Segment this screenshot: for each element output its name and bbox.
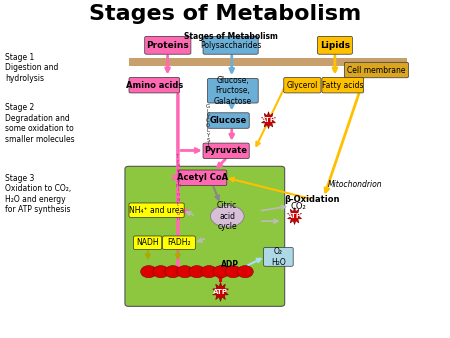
FancyBboxPatch shape [162,236,195,249]
FancyBboxPatch shape [207,78,258,103]
Text: Glucose,
Fructose,
Galactose: Glucose, Fructose, Galactose [214,76,252,106]
FancyBboxPatch shape [178,170,227,186]
Text: G
L
Y
C
O
L
Y
S
I
S: G L Y C O L Y S I S [206,104,210,152]
Text: Glycerol: Glycerol [287,81,318,90]
Circle shape [177,266,193,278]
Text: T
r
a
n
s
a
m
i
n
a
t
i
o
n: T r a n s a m i n a t i o n [175,154,180,221]
Text: Cell membrane: Cell membrane [347,66,405,75]
FancyBboxPatch shape [134,236,162,249]
Text: Pyruvate: Pyruvate [205,146,248,155]
Text: Stage 1
Digestion and
hydrolysis: Stage 1 Digestion and hydrolysis [5,53,58,83]
Text: Mitochondrion: Mitochondrion [328,180,382,189]
Text: ATP: ATP [287,213,302,219]
Polygon shape [288,208,302,224]
Text: ADP: ADP [220,261,238,269]
Circle shape [237,266,253,278]
Text: Fatty acids: Fatty acids [322,81,364,90]
FancyBboxPatch shape [129,203,184,217]
Text: FADH₂: FADH₂ [167,238,191,247]
Text: NADH: NADH [136,238,159,247]
Circle shape [165,266,181,278]
Circle shape [189,266,205,278]
Text: Polysaccharides: Polysaccharides [200,41,261,50]
FancyBboxPatch shape [203,143,249,159]
Text: β-Oxidation: β-Oxidation [284,195,339,204]
Circle shape [141,266,157,278]
Polygon shape [261,112,275,128]
Polygon shape [213,283,228,301]
FancyBboxPatch shape [264,247,293,266]
Text: Citric
acid
cycle: Citric acid cycle [217,201,237,231]
Text: Stages of Metabolism: Stages of Metabolism [89,4,361,24]
Circle shape [153,266,169,278]
Text: Stage 2
Degradation and
some oxidation to
smaller molecules: Stage 2 Degradation and some oxidation t… [5,103,75,144]
Text: O₂
H₂O: O₂ H₂O [271,247,286,267]
FancyBboxPatch shape [284,77,321,93]
FancyBboxPatch shape [129,58,407,66]
FancyBboxPatch shape [322,77,364,93]
Text: Glucose: Glucose [210,116,247,125]
Text: ATP: ATP [213,289,228,295]
Text: Lipids: Lipids [320,41,350,50]
Circle shape [213,266,229,278]
Text: Stages of Metabolism: Stages of Metabolism [184,31,278,41]
Text: ATP: ATP [261,117,276,123]
Circle shape [225,266,241,278]
Text: Amino acids: Amino acids [126,81,183,90]
Text: NH₄⁺ and urea: NH₄⁺ and urea [129,206,184,215]
FancyBboxPatch shape [207,113,249,128]
Ellipse shape [211,205,244,227]
Text: Proteins: Proteins [146,41,189,50]
FancyBboxPatch shape [129,77,180,93]
FancyBboxPatch shape [145,37,191,54]
Text: Acetyl CoA: Acetyl CoA [177,173,228,182]
FancyBboxPatch shape [203,37,258,54]
Circle shape [201,266,217,278]
FancyBboxPatch shape [344,62,409,78]
FancyBboxPatch shape [125,166,285,306]
Text: CO₂: CO₂ [290,201,306,211]
FancyBboxPatch shape [317,37,352,54]
Text: Stage 3
Oxidation to CO₂,
H₂O and energy
for ATP synthesis: Stage 3 Oxidation to CO₂, H₂O and energy… [5,174,72,214]
